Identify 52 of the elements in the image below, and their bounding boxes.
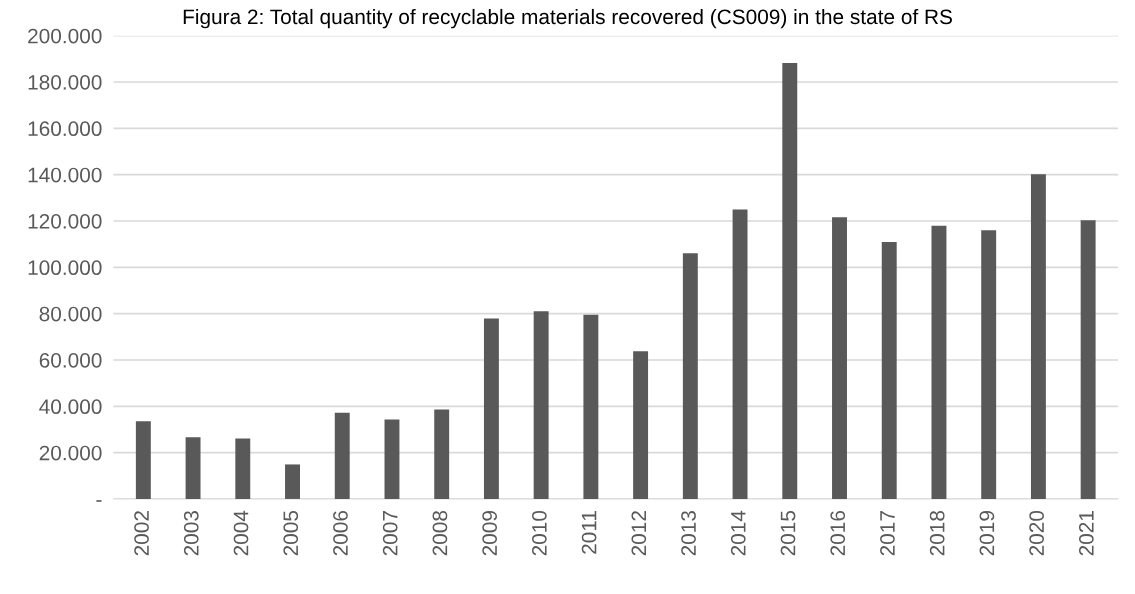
y-tick-label: 20.000 (39, 445, 102, 461)
y-tick-label: - (96, 500, 102, 502)
y-tick-label: 140.000 (28, 167, 102, 183)
chart-title: Figura 2: Total quantity of recyclable materials recovered (CS009) in the state of RS (183, 8, 952, 29)
y-tick-label: 40.000 (39, 399, 102, 415)
x-tick-label: 2004 (233, 510, 249, 556)
y-tick-label: 180.000 (28, 74, 102, 90)
y-tick-label: 80.000 (39, 306, 102, 322)
x-tick-label: 2014 (730, 510, 746, 556)
x-tick-label: 2021 (1078, 511, 1094, 556)
x-tick-label: 2012 (631, 511, 647, 556)
bar (732, 209, 748, 499)
bar (881, 242, 897, 499)
y-tick-label: 100.000 (28, 260, 102, 276)
bar (434, 409, 450, 499)
x-tick-label: 2013 (681, 510, 696, 556)
x-tick-label: 2005 (283, 510, 299, 556)
x-tick-label: 2002 (134, 511, 149, 556)
x-tick-label: 2017 (880, 511, 895, 556)
x-tick-label: 2008 (432, 510, 448, 556)
x-tick-label: 2016 (830, 510, 846, 556)
bar (235, 438, 251, 499)
x-tick-label: 2003 (183, 510, 199, 556)
bar (832, 217, 847, 499)
bar (682, 253, 698, 499)
bar (185, 437, 201, 499)
bar (1080, 220, 1096, 499)
x-tick-label: 2011 (581, 511, 597, 554)
bar (334, 412, 350, 499)
x-tick-label: 2009 (482, 511, 498, 556)
bar (384, 419, 400, 499)
x-tick-label: 2006 (333, 510, 348, 556)
bar (1030, 174, 1046, 499)
bar (483, 318, 499, 499)
y-tick-label: 60.000 (39, 352, 102, 368)
bar (981, 230, 997, 499)
bar (583, 314, 599, 499)
x-tick-label: 2015 (780, 510, 796, 556)
bar (633, 351, 649, 499)
y-tick-label: 120.000 (28, 213, 102, 229)
x-tick-label: 2007 (382, 511, 398, 556)
x-tick-label: 2019 (979, 511, 995, 556)
bar (135, 421, 151, 499)
x-tick-label: 2020 (1029, 510, 1045, 556)
y-tick-label: 200.000 (28, 28, 102, 44)
x-tick-label: 2010 (531, 510, 547, 556)
bar (931, 225, 947, 499)
y-tick-label: 160.000 (28, 121, 102, 137)
bar (782, 62, 798, 499)
bar (285, 464, 300, 499)
x-tick-label: 2018 (929, 510, 945, 556)
bar (533, 311, 549, 499)
